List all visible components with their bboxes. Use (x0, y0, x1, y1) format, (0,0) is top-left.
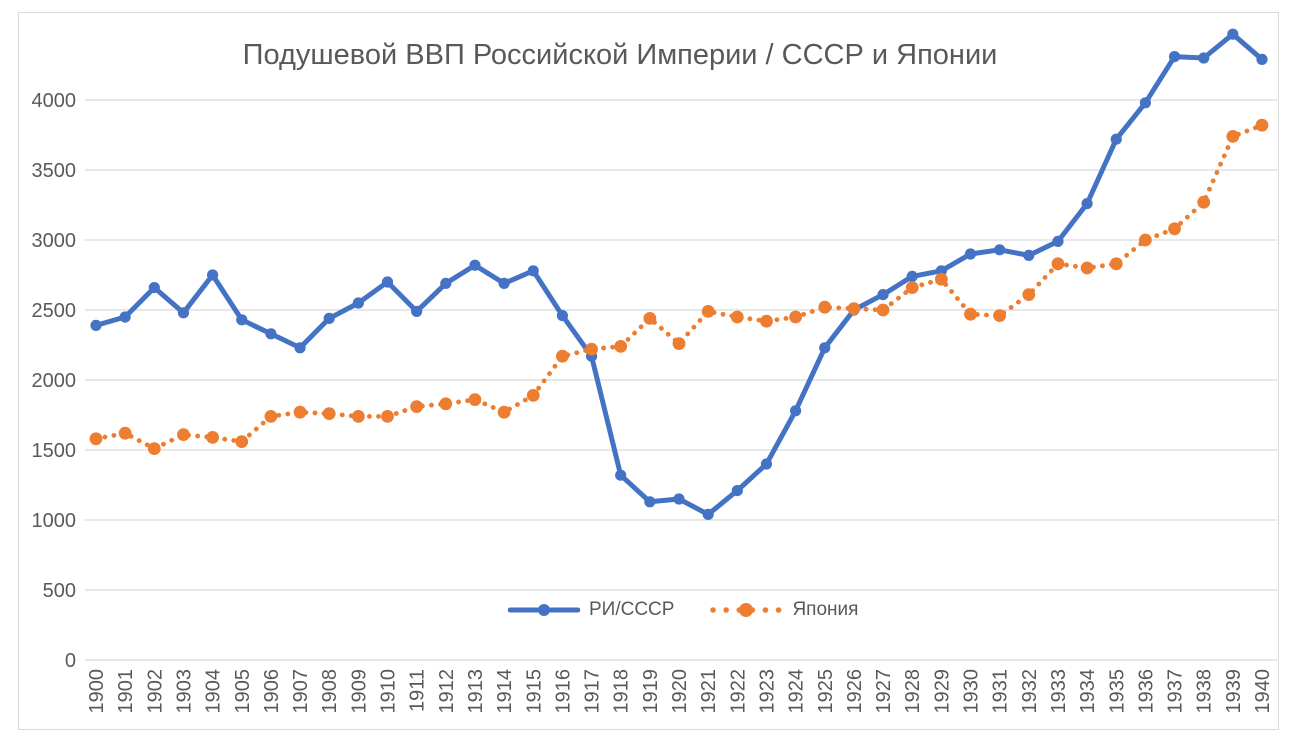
legend-label-japan: Япония (792, 599, 859, 620)
svg-text:1908: 1908 (319, 669, 341, 714)
svg-text:1500: 1500 (32, 440, 77, 462)
legend-label-ussr: РИ/СССР (589, 599, 675, 620)
svg-text:3500: 3500 (32, 160, 77, 182)
svg-text:1912: 1912 (436, 669, 458, 714)
y-axis-labels: 0 500 1000 1500 2000 2500 3000 3500 4000 (32, 90, 77, 672)
svg-text:1937: 1937 (1165, 669, 1187, 714)
legend-japan-dotted-line-icon (709, 601, 783, 619)
svg-text:1936: 1936 (1135, 669, 1157, 714)
svg-text:1933: 1933 (1048, 669, 1070, 714)
svg-text:1928: 1928 (902, 669, 924, 714)
svg-text:1923: 1923 (756, 669, 778, 714)
svg-text:1929: 1929 (931, 669, 953, 714)
svg-text:1906: 1906 (261, 669, 283, 714)
svg-text:1920: 1920 (669, 669, 691, 714)
svg-text:1934: 1934 (1077, 669, 1099, 714)
legend-ussr-line-icon (508, 602, 580, 618)
svg-text:1916: 1916 (552, 669, 574, 714)
svg-text:1940: 1940 (1252, 669, 1274, 714)
svg-text:1910: 1910 (378, 669, 400, 714)
svg-text:1927: 1927 (873, 669, 895, 714)
svg-text:1000: 1000 (32, 510, 77, 532)
svg-text:1925: 1925 (815, 669, 837, 714)
svg-text:1901: 1901 (115, 669, 137, 714)
svg-text:1930: 1930 (961, 669, 983, 714)
svg-text:1921: 1921 (698, 669, 720, 714)
svg-text:1907: 1907 (290, 669, 312, 714)
series-japan-markers (89, 118, 1269, 455)
svg-text:1931: 1931 (990, 669, 1012, 714)
series-japan-line (93, 122, 1265, 451)
svg-text:1935: 1935 (1106, 669, 1128, 714)
svg-text:1939: 1939 (1223, 669, 1245, 714)
svg-text:1913: 1913 (465, 669, 487, 714)
svg-text:1911: 1911 (407, 669, 429, 712)
svg-text:500: 500 (43, 580, 76, 602)
svg-text:1926: 1926 (844, 669, 866, 714)
svg-text:1900: 1900 (86, 669, 108, 714)
svg-text:1903: 1903 (173, 669, 195, 714)
svg-text:1919: 1919 (640, 669, 662, 714)
svg-text:2000: 2000 (32, 370, 77, 392)
svg-text:1915: 1915 (523, 669, 545, 714)
svg-text:0: 0 (65, 650, 76, 672)
svg-text:1922: 1922 (727, 669, 749, 714)
svg-text:1938: 1938 (1194, 669, 1216, 714)
svg-text:2500: 2500 (32, 300, 77, 322)
svg-text:1902: 1902 (144, 669, 166, 714)
chart-title: Подушевой ВВП Российской Империи / СССР … (242, 39, 998, 71)
svg-text:1924: 1924 (786, 669, 808, 714)
svg-text:1932: 1932 (1019, 669, 1041, 714)
svg-text:1904: 1904 (203, 669, 225, 714)
x-axis-labels: 1900 1901 1902 1903 1904 1905 1906 1907 1908 1909… (86, 669, 1274, 714)
horizontal-gridlines (85, 99, 1277, 661)
svg-text:1917: 1917 (582, 669, 604, 714)
svg-text:3000: 3000 (32, 230, 77, 252)
svg-text:1909: 1909 (348, 669, 370, 714)
svg-text:1905: 1905 (232, 669, 254, 714)
series-ussr-markers (90, 28, 1268, 520)
svg-text:1914: 1914 (494, 669, 516, 714)
svg-text:1918: 1918 (611, 669, 633, 714)
svg-text:4000: 4000 (32, 90, 77, 112)
legend: РИ/СССР Япония (508, 594, 858, 626)
